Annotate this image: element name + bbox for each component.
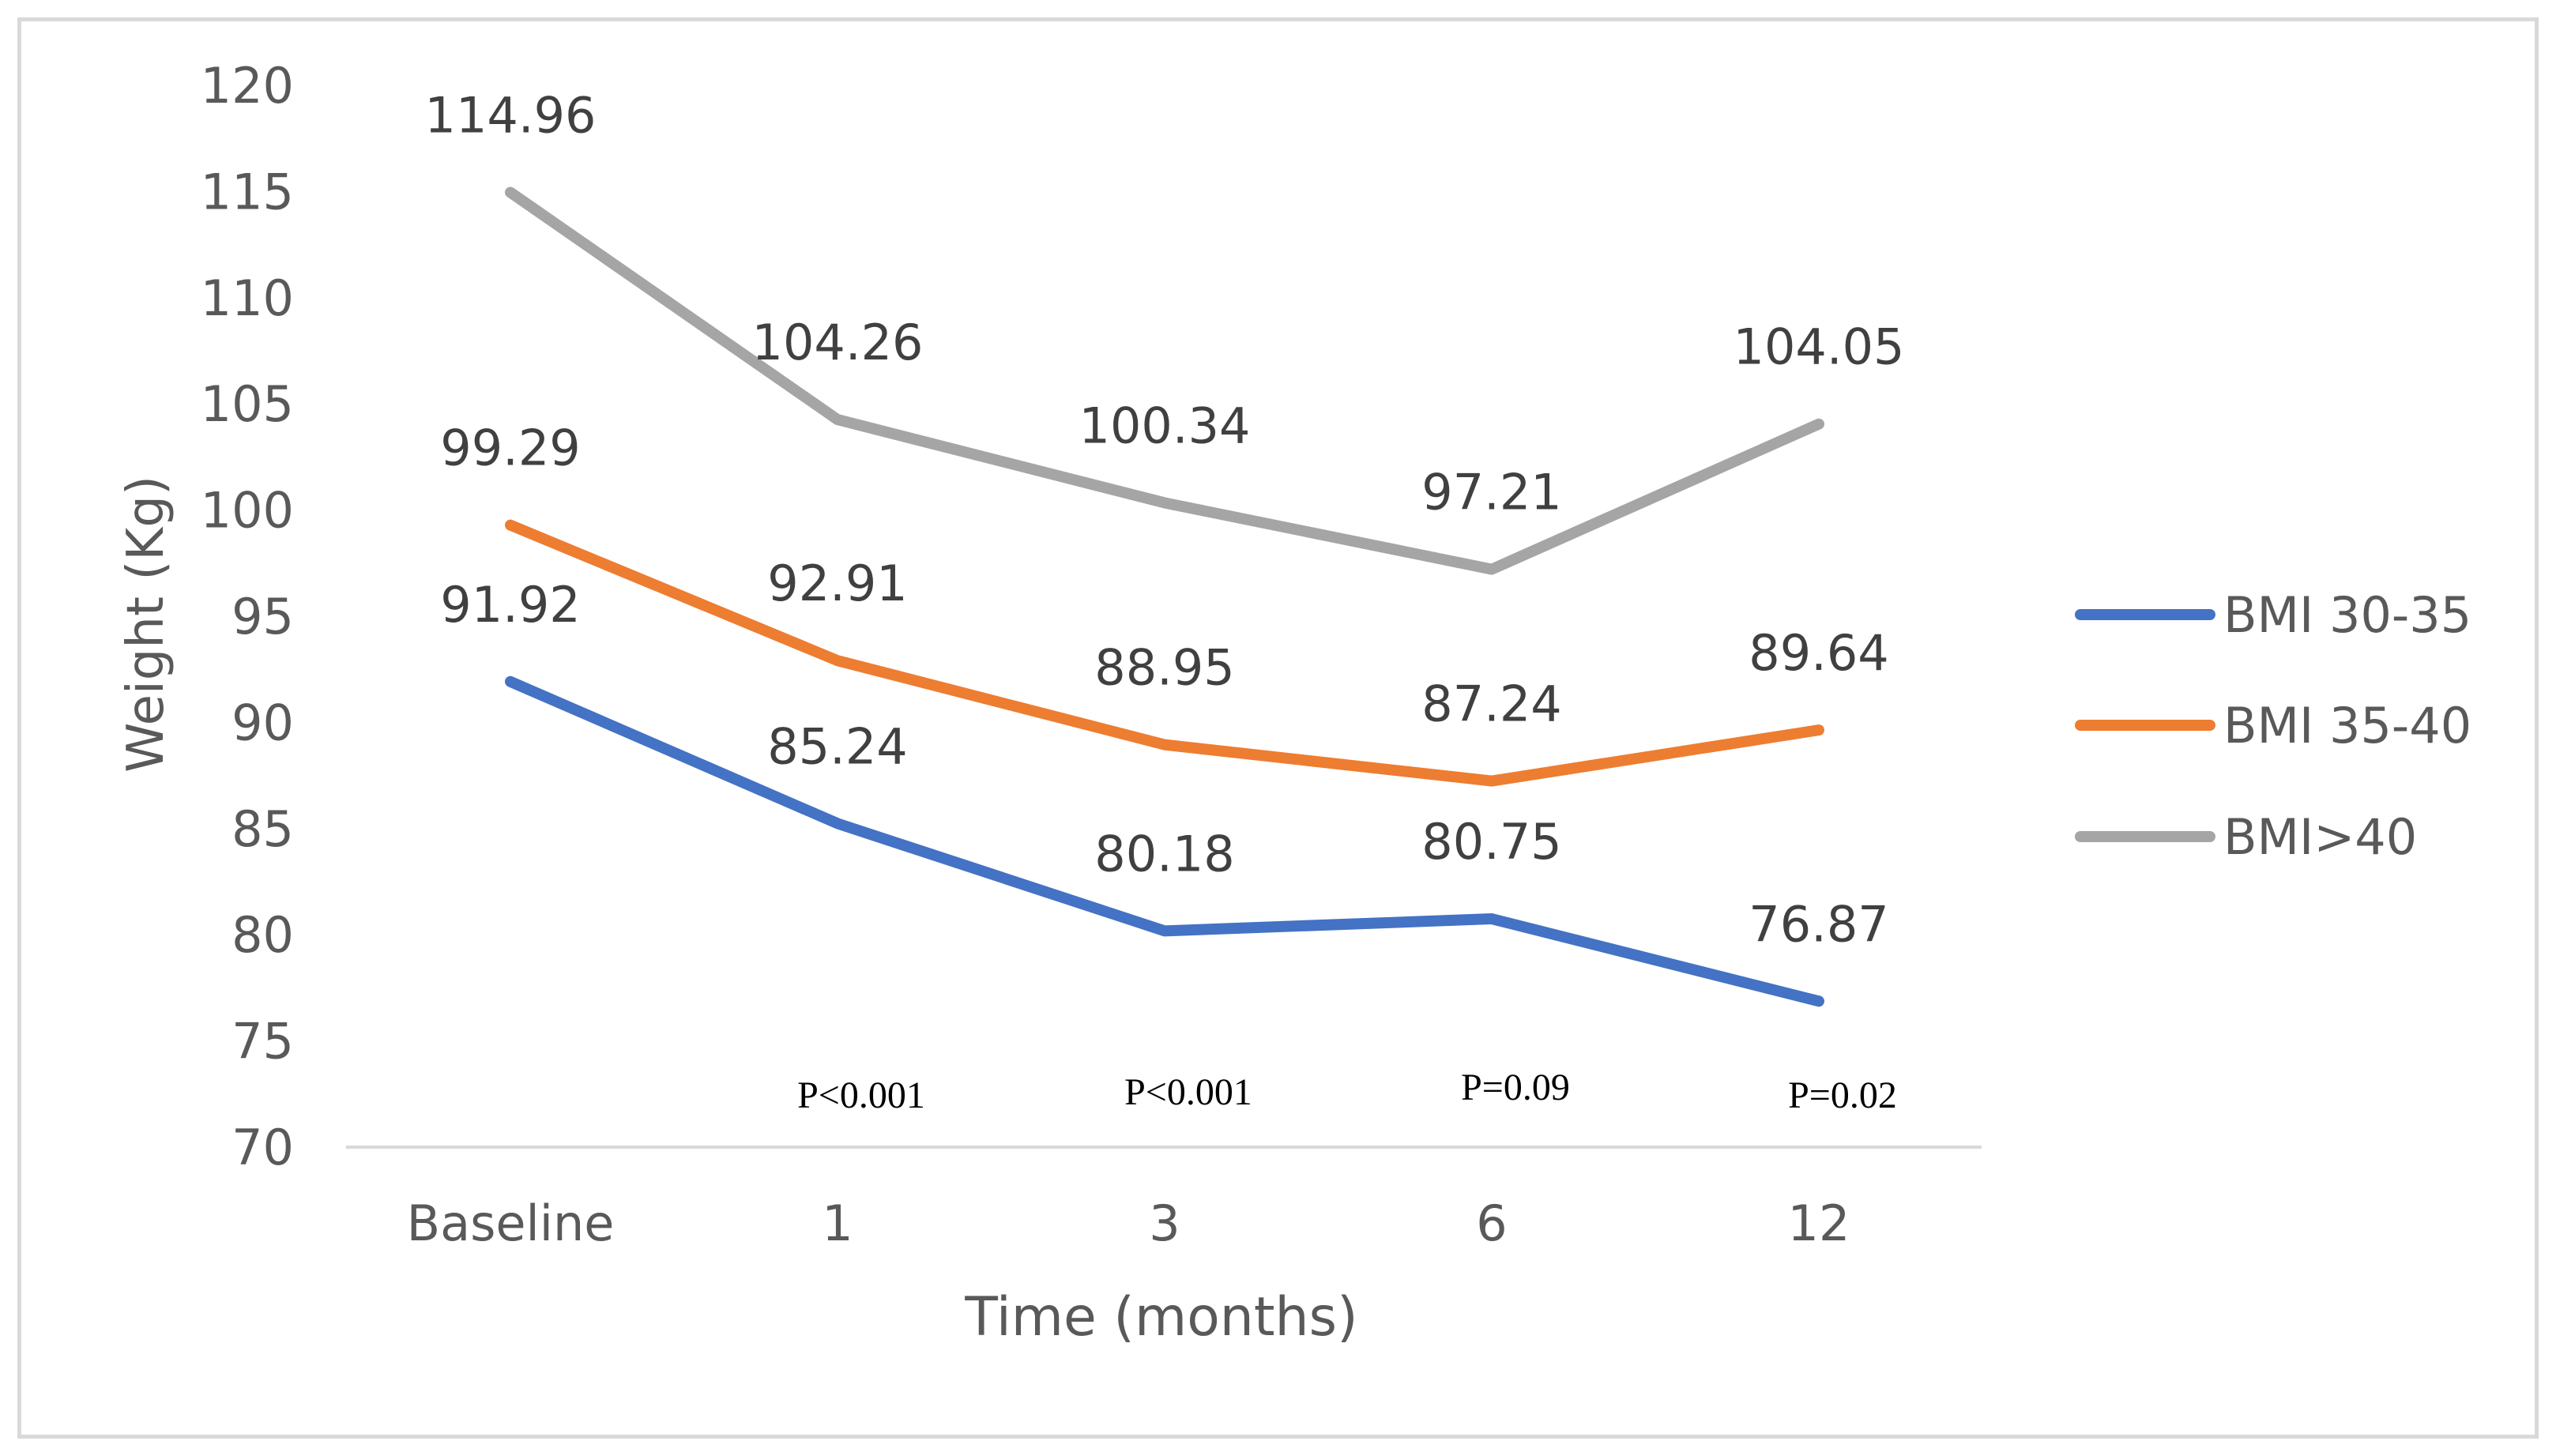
y-tick-label: 70	[232, 1119, 294, 1176]
legend: BMI 30-35 BMI 35-40 BMI>40	[2075, 586, 2471, 866]
y-axis-ticks: 70 75 80 85 90 95 100 105 110 115 120	[201, 57, 294, 1176]
x-tick-label: 6	[1476, 1195, 1507, 1252]
legend-label: BMI 30-35	[2223, 586, 2471, 644]
data-label: 80.18	[1094, 825, 1235, 882]
series-line-3	[505, 186, 1824, 575]
data-label: 92.91	[767, 555, 908, 612]
data-label: 88.95	[1094, 639, 1235, 697]
y-tick-label: 110	[201, 269, 294, 327]
data-labels: 91.92 85.24 80.18 80.75 76.87 99.29 92.91 88.95…	[425, 86, 1905, 953]
x-tick-label: 1	[822, 1195, 853, 1252]
data-label: 100.34	[1079, 397, 1251, 454]
y-tick-label: 80	[232, 906, 294, 964]
y-tick-label: 100	[201, 482, 294, 540]
p-value-label: P<0.001	[1124, 1071, 1252, 1113]
x-axis-title: Time (months)	[964, 1286, 1357, 1349]
y-tick-label: 85	[232, 800, 294, 858]
data-label: 104.26	[752, 314, 924, 371]
data-label: 76.87	[1749, 895, 1889, 953]
p-value-label: P<0.001	[797, 1074, 925, 1116]
series-line-1	[505, 675, 1824, 1007]
y-tick-label: 95	[232, 588, 294, 645]
legend-label: BMI>40	[2223, 808, 2417, 866]
data-label: 114.96	[425, 86, 597, 144]
x-tick-label: Baseline	[407, 1195, 615, 1252]
data-label: 85.24	[767, 717, 908, 775]
data-label: 87.24	[1421, 675, 1562, 733]
data-label: 104.05	[1733, 318, 1905, 376]
y-tick-label: 75	[232, 1013, 294, 1070]
x-tick-label: 3	[1149, 1195, 1180, 1252]
data-label: 89.64	[1749, 624, 1889, 682]
y-tick-label: 90	[232, 694, 294, 751]
series-lines	[505, 186, 1824, 1007]
data-label: 91.92	[440, 576, 581, 634]
x-axis-ticks: Baseline 1 3 6 12	[407, 1195, 1850, 1252]
p-value-label: P=0.02	[1788, 1074, 1897, 1116]
data-label: 97.21	[1421, 464, 1562, 521]
p-value-label: P=0.09	[1461, 1067, 1570, 1108]
data-label: 80.75	[1421, 813, 1562, 871]
series-line-2	[505, 519, 1824, 787]
legend-label: BMI 35-40	[2223, 697, 2471, 754]
y-tick-label: 120	[201, 57, 294, 115]
x-tick-label: 12	[1788, 1195, 1850, 1252]
data-label: 99.29	[440, 419, 581, 477]
y-axis-title: Weight (Kg)	[117, 476, 175, 773]
y-tick-label: 115	[201, 163, 294, 220]
y-tick-label: 105	[201, 375, 294, 433]
p-value-annotations: P<0.001 P<0.001 P=0.09 P=0.02	[797, 1067, 1897, 1116]
